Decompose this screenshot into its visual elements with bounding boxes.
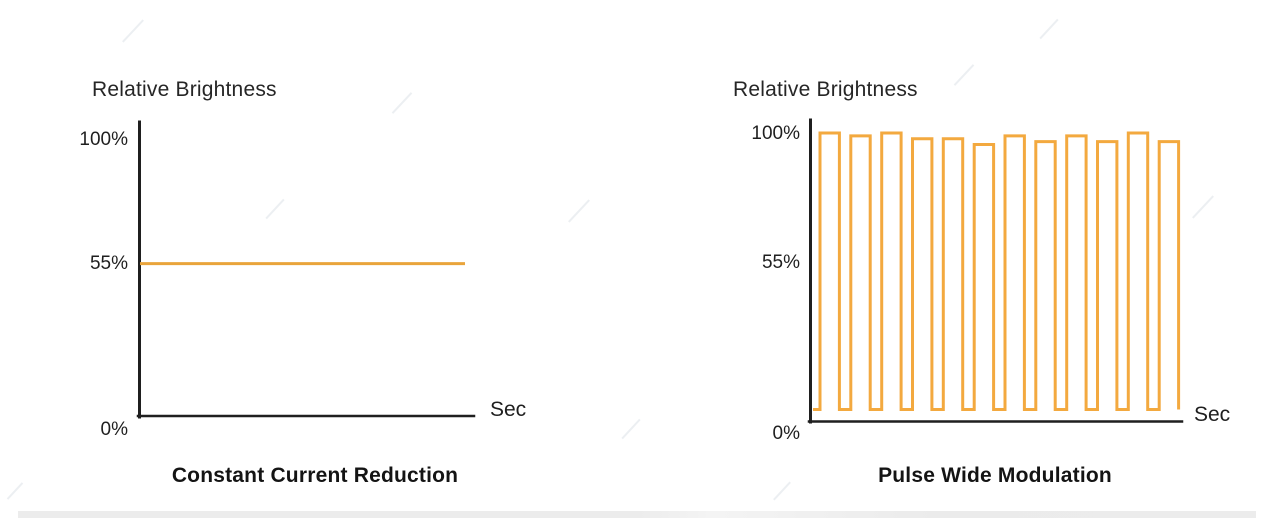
ccr-plot-canvas	[136, 120, 476, 419]
watermark-mark	[391, 92, 413, 114]
bottom-edge-strip	[18, 511, 1256, 518]
pwm-plot-canvas	[807, 118, 1184, 424]
y-axis-title: Relative Brightness	[92, 78, 277, 101]
pwm-square-wave	[813, 131, 1181, 411]
y-tick-55: 55%	[761, 252, 800, 273]
x-axis-label: Sec	[490, 398, 527, 421]
y-tick-55: 55%	[89, 253, 128, 274]
watermark-mark	[568, 199, 590, 223]
watermark-mark	[1039, 18, 1059, 40]
watermark-mark	[122, 19, 144, 43]
y-tick-100: 100%	[751, 123, 800, 144]
chart-title: Constant Current Reduction	[171, 464, 459, 487]
watermark-mark	[773, 481, 791, 501]
x-axis-label: Sec	[1194, 403, 1231, 426]
y-tick-0: 0%	[100, 419, 128, 440]
y-tick-100: 100%	[79, 129, 128, 150]
chart-title: Pulse Wide Modulation	[878, 464, 1112, 487]
y-axis-title: Relative Brightness	[733, 78, 918, 101]
watermark-mark	[6, 482, 24, 500]
y-tick-0: 0%	[772, 423, 800, 444]
watermark-mark	[621, 418, 641, 440]
watermark-mark	[953, 64, 975, 86]
